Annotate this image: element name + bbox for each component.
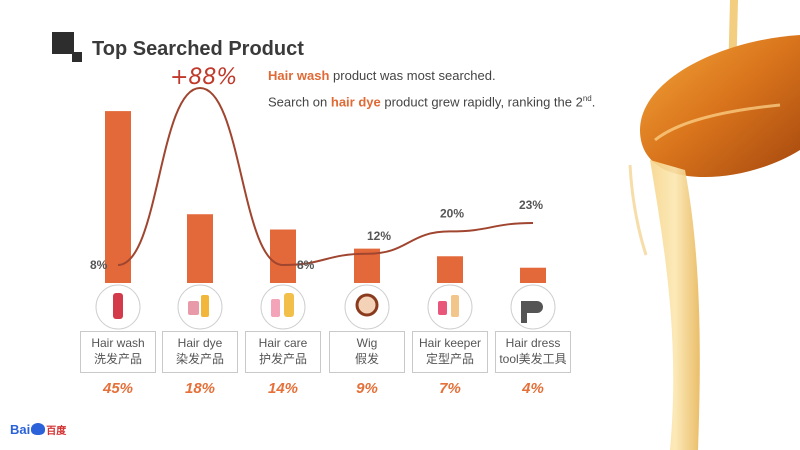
value-label: 14% [267, 380, 299, 397]
bar [105, 111, 131, 283]
value-label: 7% [439, 380, 461, 397]
value-label: 45% [102, 380, 134, 397]
bar [520, 267, 546, 283]
value-label: 18% [184, 380, 216, 397]
paw-icon [31, 423, 46, 435]
growth-label: 8% [297, 258, 315, 272]
category-label-en: Wig [356, 336, 378, 350]
bar [270, 229, 296, 283]
category-label-en: Hair keeper [418, 336, 482, 350]
category-label-en: Hair wash [91, 336, 145, 350]
honey-spoon-image [628, 0, 800, 450]
category-label: Hair wash 洗发产品 [80, 331, 156, 373]
spray-can-shape [438, 301, 447, 315]
hair-care-icon [260, 284, 306, 330]
category-label-cn: 染发产品 [175, 352, 224, 366]
spray-bottle-shape [451, 295, 459, 317]
dye-box-shape [188, 301, 199, 315]
note-line-1: Hair wash product was most searched. [268, 68, 496, 83]
category-label: Hair keeper 定型产品 [412, 331, 488, 373]
dryer-shape [521, 301, 543, 323]
care-bottle-shape [271, 299, 280, 317]
hair-spray-icon [427, 284, 473, 330]
baidu-logo: Bai 百度 [10, 422, 67, 437]
category-label-en: Hair dye [177, 336, 223, 350]
hair-dye-icon [177, 284, 223, 330]
category-label-cn: tool美发工具 [499, 352, 567, 366]
growth-label: 20% [440, 206, 464, 220]
category-label-en: Hair care [258, 336, 308, 350]
bar [437, 256, 463, 283]
wig-face-shape [355, 293, 379, 317]
title-mark-icon [52, 32, 82, 62]
note-line-2: Search on hair dye product grew rapidly,… [268, 94, 596, 110]
page-title: Top Searched Product [92, 38, 304, 60]
shampoo-bottle-shape [113, 293, 123, 319]
category-label: Hair care 护发产品 [245, 331, 321, 373]
category-label-cn: 洗发产品 [93, 352, 142, 366]
growth-label: 12% [367, 229, 391, 243]
growth-label: 23% [519, 198, 543, 212]
category-label: Hair dye 染发产品 [162, 331, 238, 373]
bar [187, 214, 213, 283]
care-bottle-shape [284, 293, 294, 317]
growth-label: 8% [90, 258, 108, 272]
growth-label: +88% [170, 65, 237, 90]
growth-line [117, 86, 534, 267]
category-label-cn: 护发产品 [258, 352, 307, 366]
category-label-cn: 假发 [354, 352, 379, 366]
category-label: Hair dress tool美发工具 [495, 331, 571, 373]
category-label: Wig 假发 [329, 331, 405, 373]
category-label-cn: 定型产品 [425, 352, 474, 366]
dye-tube-shape [201, 295, 209, 317]
value-label: 9% [356, 380, 378, 397]
value-label: 4% [522, 380, 544, 397]
category-label-en: Hair dress [505, 336, 561, 350]
